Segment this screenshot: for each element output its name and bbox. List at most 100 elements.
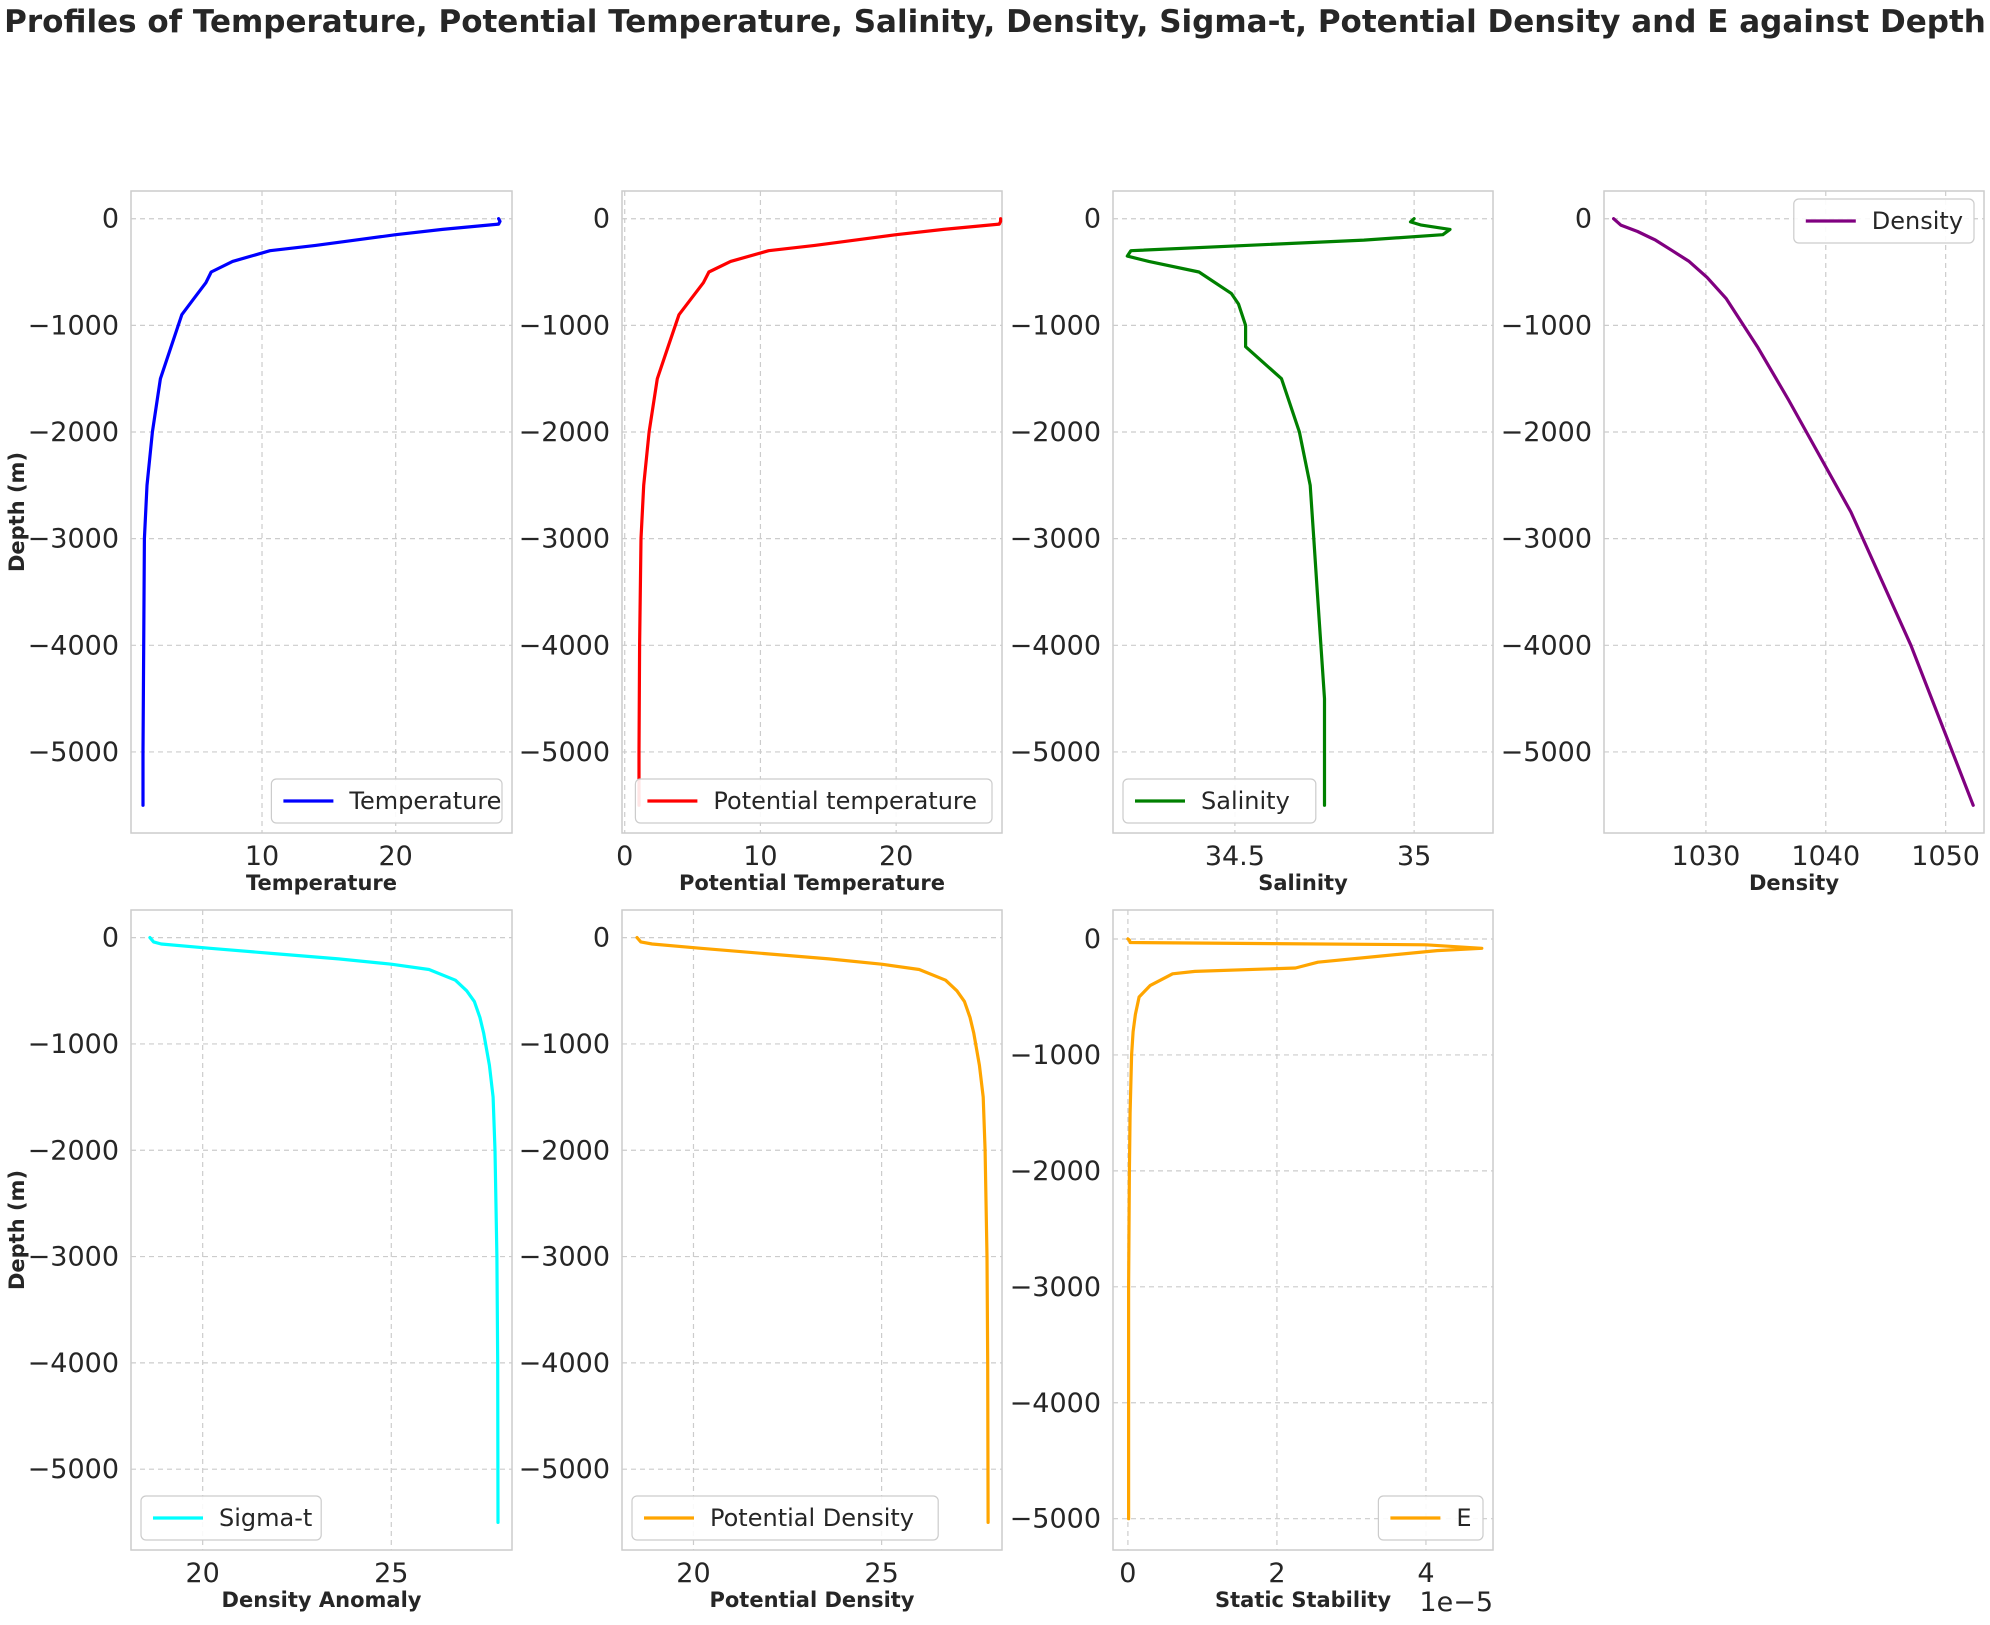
y-tick-label: −3000 (519, 524, 610, 555)
y-tick-label: 0 (1575, 204, 1592, 235)
y-tick-label: −5000 (28, 1454, 119, 1485)
x-tick-label: 25 (374, 1558, 408, 1589)
y-tick-label: −5000 (519, 1454, 610, 1485)
x-tick-label: 20 (879, 841, 913, 872)
x-tick-label: 2 (1268, 1558, 1285, 1589)
panel-7: 0 2 4 0 −1000 −2000 −3000 −4000 −5000 1e−5 Static … (1010, 909, 1494, 1618)
y-tick-label: −3000 (519, 1242, 610, 1273)
x-tick-label: 25 (864, 1558, 898, 1589)
y-tick-label: 0 (102, 923, 119, 954)
x-axis-label: Salinity (1258, 871, 1348, 895)
plot-frame (1112, 190, 1494, 834)
y-tick-label: −5000 (28, 737, 119, 768)
y-tick-label: −5000 (519, 737, 610, 768)
legend-box (631, 1495, 939, 1541)
legend-label: Potential Density (710, 1504, 914, 1532)
legend: E (1377, 1495, 1484, 1541)
x-tick-label: 10 (743, 841, 777, 872)
panel-1: 10 20 0 −1000 −2000 −3000 −4000 −5000 Temperatur… (5, 190, 513, 895)
x-tick-label: 1050 (1911, 841, 1980, 872)
legend-label: E (1456, 1504, 1471, 1532)
x-tick-label: 4 (1417, 1558, 1434, 1589)
y-tick-label: −5000 (1501, 737, 1592, 768)
legend-label: Temperature (348, 787, 501, 815)
y-tick-label: −2000 (28, 1135, 119, 1166)
legend-box (634, 778, 993, 824)
y-tick-label: −1000 (519, 1029, 610, 1060)
x-tick-label: 10 (245, 841, 279, 872)
y-tick-label: −3000 (1010, 1272, 1101, 1303)
panel-5: 20 25 0 −1000 −2000 −3000 −4000 −5000 Density An… (5, 909, 513, 1612)
plot-frame (130, 190, 513, 834)
legend-box (1793, 198, 1975, 244)
y-tick-label: −4000 (1010, 1388, 1101, 1419)
y-tick-label: −2000 (28, 417, 119, 448)
y-tick-label: −1000 (28, 310, 119, 341)
x-tick-label: 20 (185, 1558, 219, 1589)
plot-frame (621, 190, 1003, 834)
y-tick-label: −4000 (519, 630, 610, 661)
y-tick-label: −3000 (28, 524, 119, 555)
y-axis-label: Depth (m) (5, 452, 29, 572)
y-tick-label: −1000 (1010, 1040, 1101, 1071)
x-tick-label: 1040 (1791, 841, 1860, 872)
legend-box (1122, 778, 1317, 824)
y-tick-label: −2000 (1010, 417, 1101, 448)
y-tick-label: 0 (593, 204, 610, 235)
y-axis-label: Depth (m) (5, 1170, 29, 1290)
legend-box (270, 778, 503, 824)
series-line-potential-density (635, 935, 990, 1525)
legend-box (140, 1495, 322, 1541)
y-tick-label: −1000 (1010, 310, 1101, 341)
series-line-sigma-t (148, 935, 500, 1525)
legend-label: Sigma-t (219, 1504, 312, 1532)
x-tick-label: 20 (379, 841, 413, 872)
plot-frame (130, 909, 513, 1551)
x-tick-label: 1030 (1672, 841, 1741, 872)
y-tick-label: −3000 (1501, 524, 1592, 555)
x-tick-label: 20 (676, 1558, 710, 1589)
legend: Sigma-t (140, 1495, 322, 1541)
x-tick-label: 35 (1397, 841, 1431, 872)
legend-label: Salinity (1201, 787, 1290, 815)
y-tick-label: −2000 (519, 1135, 610, 1166)
x-axis-label: Temperature (246, 871, 397, 895)
y-tick-label: −5000 (1010, 1504, 1101, 1535)
y-tick-label: −1000 (1501, 310, 1592, 341)
y-tick-label: −3000 (28, 1242, 119, 1273)
y-tick-label: −4000 (28, 630, 119, 661)
series-line-salinity (1125, 217, 1452, 807)
y-tick-label: −2000 (519, 417, 610, 448)
plot-frame (621, 909, 1003, 1551)
y-tick-label: −1000 (519, 310, 610, 341)
y-tick-label: −3000 (1010, 524, 1101, 555)
x-offset-text: 1e−5 (1419, 1587, 1493, 1618)
panel-4: 1030 1040 1050 0 −1000 −2000 −3000 −4000 −5000 De… (1501, 190, 1985, 895)
series-line-e (1126, 937, 1484, 1521)
panel-2: 0 10 20 0 −1000 −2000 −3000 −4000 −5000 Potential… (519, 190, 1003, 895)
legend: Salinity (1122, 778, 1317, 824)
series-line-density (1611, 217, 1975, 807)
y-tick-label: −4000 (1010, 630, 1101, 661)
x-tick-label: 0 (616, 841, 633, 872)
legend: Potential Density (631, 1495, 939, 1541)
plot-frame (1603, 190, 1985, 834)
legend: Potential temperature (634, 778, 993, 824)
y-tick-label: −4000 (1501, 630, 1592, 661)
legend-label: Potential temperature (713, 787, 977, 815)
y-tick-label: 0 (1084, 924, 1101, 955)
x-axis-label: Static Stability (1215, 1588, 1391, 1612)
x-tick-label: 34.5 (1205, 841, 1265, 872)
y-tick-label: −4000 (519, 1348, 610, 1379)
y-tick-label: −2000 (1010, 1156, 1101, 1187)
y-tick-label: −4000 (28, 1348, 119, 1379)
x-tick-label: 0 (1119, 1558, 1136, 1589)
legend: Temperature (270, 778, 503, 824)
x-axis-label: Density Anomaly (222, 1588, 422, 1612)
series-line-temperature (141, 217, 502, 807)
y-tick-label: 0 (1084, 204, 1101, 235)
panel-6: 20 25 0 −1000 −2000 −3000 −4000 −5000 Potential … (519, 909, 1003, 1612)
legend: Density (1793, 198, 1975, 244)
panel-3: 34.5 35 0 −1000 −2000 −3000 −4000 −5000 Salinity… (1010, 190, 1494, 895)
